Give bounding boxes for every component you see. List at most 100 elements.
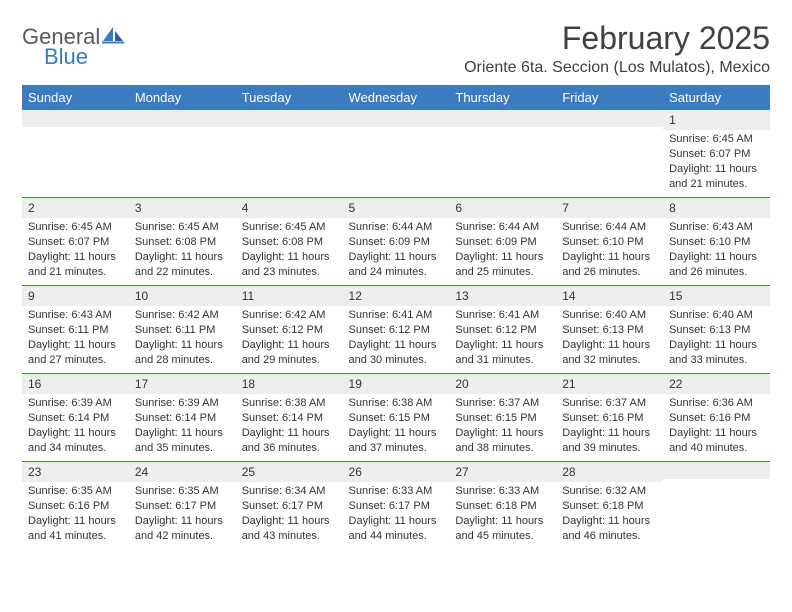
weekday-header: Tuesday <box>236 86 343 110</box>
calendar-day-cell: 22Sunrise: 6:36 AMSunset: 6:16 PMDayligh… <box>663 373 770 461</box>
calendar-day-cell <box>129 109 236 197</box>
day-body: Sunrise: 6:45 AMSunset: 6:08 PMDaylight:… <box>129 218 236 279</box>
calendar-day-cell: 28Sunrise: 6:32 AMSunset: 6:18 PMDayligh… <box>556 461 663 549</box>
daylight-text: Daylight: 11 hours and 23 minutes. <box>242 250 337 280</box>
calendar-day-cell: 19Sunrise: 6:38 AMSunset: 6:15 PMDayligh… <box>343 373 450 461</box>
header: General February 2025 Oriente 6ta. Secci… <box>22 20 770 77</box>
daylight-text: Daylight: 11 hours and 22 minutes. <box>135 250 230 280</box>
day-body: Sunrise: 6:32 AMSunset: 6:18 PMDaylight:… <box>556 482 663 543</box>
day-body: Sunrise: 6:41 AMSunset: 6:12 PMDaylight:… <box>449 306 556 367</box>
weekday-header: Sunday <box>22 86 129 110</box>
weekday-header: Wednesday <box>343 86 450 110</box>
weekday-header: Friday <box>556 86 663 110</box>
weekday-header: Saturday <box>663 86 770 110</box>
calendar-day-cell: 1Sunrise: 6:45 AMSunset: 6:07 PMDaylight… <box>663 109 770 197</box>
calendar-day-cell: 6Sunrise: 6:44 AMSunset: 6:09 PMDaylight… <box>449 197 556 285</box>
calendar-week-row: 2Sunrise: 6:45 AMSunset: 6:07 PMDaylight… <box>22 197 770 285</box>
day-body: Sunrise: 6:37 AMSunset: 6:15 PMDaylight:… <box>449 394 556 455</box>
title-block: February 2025 Oriente 6ta. Seccion (Los … <box>464 20 770 77</box>
daylight-text: Daylight: 11 hours and 34 minutes. <box>28 426 123 456</box>
daylight-text: Daylight: 11 hours and 38 minutes. <box>455 426 550 456</box>
day-body: Sunrise: 6:42 AMSunset: 6:12 PMDaylight:… <box>236 306 343 367</box>
day-number: 22 <box>663 373 770 394</box>
daylight-text: Daylight: 11 hours and 21 minutes. <box>28 250 123 280</box>
calendar-day-cell: 26Sunrise: 6:33 AMSunset: 6:17 PMDayligh… <box>343 461 450 549</box>
day-body: Sunrise: 6:38 AMSunset: 6:15 PMDaylight:… <box>343 394 450 455</box>
day-body: Sunrise: 6:39 AMSunset: 6:14 PMDaylight:… <box>129 394 236 455</box>
day-body: Sunrise: 6:36 AMSunset: 6:16 PMDaylight:… <box>663 394 770 455</box>
day-body: Sunrise: 6:42 AMSunset: 6:11 PMDaylight:… <box>129 306 236 367</box>
day-number: 13 <box>449 285 556 306</box>
sunrise-text: Sunrise: 6:37 AM <box>455 396 550 411</box>
daylight-text: Daylight: 11 hours and 42 minutes. <box>135 514 230 544</box>
sunset-text: Sunset: 6:09 PM <box>349 235 444 250</box>
daylight-text: Daylight: 11 hours and 32 minutes. <box>562 338 657 368</box>
sunrise-text: Sunrise: 6:45 AM <box>242 220 337 235</box>
day-number <box>129 109 236 127</box>
weekday-header: Monday <box>129 86 236 110</box>
sunrise-text: Sunrise: 6:39 AM <box>28 396 123 411</box>
calendar-day-cell <box>556 109 663 197</box>
day-body: Sunrise: 6:39 AMSunset: 6:14 PMDaylight:… <box>22 394 129 455</box>
sunset-text: Sunset: 6:14 PM <box>135 411 230 426</box>
day-number: 7 <box>556 197 663 218</box>
sunset-text: Sunset: 6:14 PM <box>28 411 123 426</box>
day-number: 28 <box>556 461 663 482</box>
day-number: 1 <box>663 109 770 130</box>
sunrise-text: Sunrise: 6:41 AM <box>455 308 550 323</box>
sunrise-text: Sunrise: 6:35 AM <box>28 484 123 499</box>
calendar-day-cell: 3Sunrise: 6:45 AMSunset: 6:08 PMDaylight… <box>129 197 236 285</box>
calendar-day-cell: 12Sunrise: 6:41 AMSunset: 6:12 PMDayligh… <box>343 285 450 373</box>
daylight-text: Daylight: 11 hours and 43 minutes. <box>242 514 337 544</box>
daylight-text: Daylight: 11 hours and 36 minutes. <box>242 426 337 456</box>
calendar-day-cell <box>343 109 450 197</box>
day-number: 16 <box>22 373 129 394</box>
daylight-text: Daylight: 11 hours and 39 minutes. <box>562 426 657 456</box>
day-number <box>343 109 450 127</box>
calendar-day-cell: 2Sunrise: 6:45 AMSunset: 6:07 PMDaylight… <box>22 197 129 285</box>
sunset-text: Sunset: 6:12 PM <box>349 323 444 338</box>
day-number: 11 <box>236 285 343 306</box>
day-body <box>449 127 556 129</box>
daylight-text: Daylight: 11 hours and 37 minutes. <box>349 426 444 456</box>
day-number <box>663 461 770 479</box>
day-number <box>556 109 663 127</box>
daylight-text: Daylight: 11 hours and 25 minutes. <box>455 250 550 280</box>
sunset-text: Sunset: 6:10 PM <box>562 235 657 250</box>
day-number: 25 <box>236 461 343 482</box>
calendar-day-cell: 11Sunrise: 6:42 AMSunset: 6:12 PMDayligh… <box>236 285 343 373</box>
day-body: Sunrise: 6:33 AMSunset: 6:17 PMDaylight:… <box>343 482 450 543</box>
day-body: Sunrise: 6:45 AMSunset: 6:08 PMDaylight:… <box>236 218 343 279</box>
calendar-week-row: 9Sunrise: 6:43 AMSunset: 6:11 PMDaylight… <box>22 285 770 373</box>
day-body: Sunrise: 6:38 AMSunset: 6:14 PMDaylight:… <box>236 394 343 455</box>
day-body <box>663 479 770 481</box>
daylight-text: Daylight: 11 hours and 31 minutes. <box>455 338 550 368</box>
day-body: Sunrise: 6:45 AMSunset: 6:07 PMDaylight:… <box>663 130 770 191</box>
day-number: 8 <box>663 197 770 218</box>
daylight-text: Daylight: 11 hours and 30 minutes. <box>349 338 444 368</box>
day-number: 9 <box>22 285 129 306</box>
day-body <box>556 127 663 129</box>
month-title: February 2025 <box>464 20 770 57</box>
sunrise-text: Sunrise: 6:43 AM <box>28 308 123 323</box>
sunset-text: Sunset: 6:15 PM <box>349 411 444 426</box>
calendar-day-cell: 23Sunrise: 6:35 AMSunset: 6:16 PMDayligh… <box>22 461 129 549</box>
sunset-text: Sunset: 6:09 PM <box>455 235 550 250</box>
day-number: 18 <box>236 373 343 394</box>
calendar-day-cell: 4Sunrise: 6:45 AMSunset: 6:08 PMDaylight… <box>236 197 343 285</box>
sunrise-text: Sunrise: 6:44 AM <box>455 220 550 235</box>
day-number: 27 <box>449 461 556 482</box>
day-body: Sunrise: 6:41 AMSunset: 6:12 PMDaylight:… <box>343 306 450 367</box>
calendar-day-cell: 20Sunrise: 6:37 AMSunset: 6:15 PMDayligh… <box>449 373 556 461</box>
sunrise-text: Sunrise: 6:40 AM <box>669 308 764 323</box>
day-body: Sunrise: 6:40 AMSunset: 6:13 PMDaylight:… <box>556 306 663 367</box>
sunrise-text: Sunrise: 6:35 AM <box>135 484 230 499</box>
sunset-text: Sunset: 6:10 PM <box>669 235 764 250</box>
daylight-text: Daylight: 11 hours and 26 minutes. <box>669 250 764 280</box>
sunrise-text: Sunrise: 6:42 AM <box>135 308 230 323</box>
day-number: 21 <box>556 373 663 394</box>
sunrise-text: Sunrise: 6:38 AM <box>242 396 337 411</box>
daylight-text: Daylight: 11 hours and 27 minutes. <box>28 338 123 368</box>
day-body <box>22 127 129 129</box>
sunset-text: Sunset: 6:16 PM <box>28 499 123 514</box>
